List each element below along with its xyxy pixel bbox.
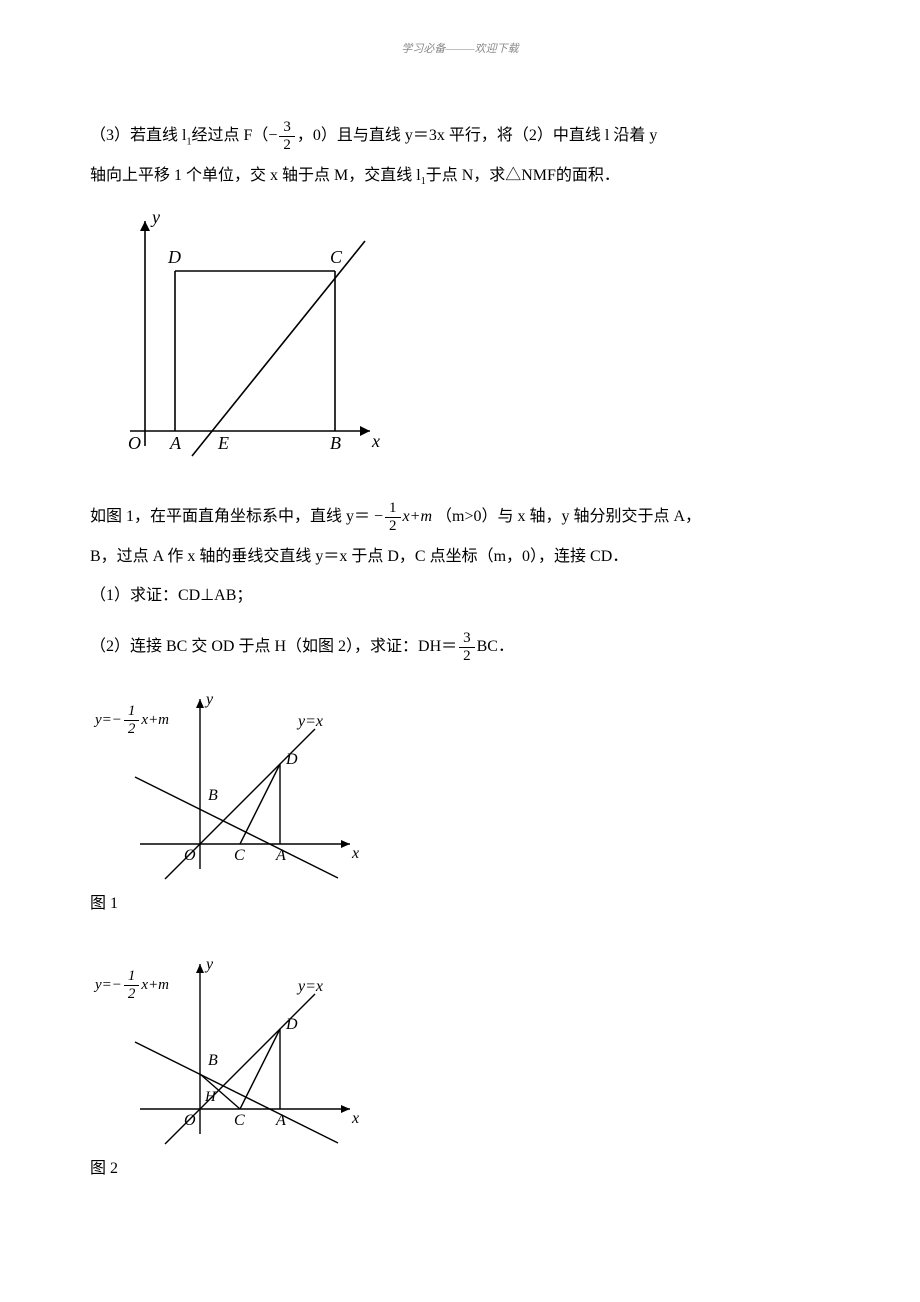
- problem1-text: （3）若直线 l1经过点 F（−32，0）且与直线 y＝3x 平行，将（2）中直…: [90, 120, 830, 153]
- frac2-num: 1: [385, 501, 401, 518]
- fig2-eq-suf: x+m: [141, 712, 169, 728]
- figure1-svg: y x O A E B D C: [90, 201, 390, 471]
- frac3-num: 3: [459, 631, 475, 648]
- fig2-x: x: [351, 845, 359, 862]
- fig1-A: A: [169, 433, 182, 453]
- fig2-eq-frac: 12: [124, 704, 140, 737]
- p1-mid: 经过点 F（−: [191, 127, 277, 144]
- p2-begin: 轴向上平移 1 个单位，交 x 轴于点 M，交直线 l: [90, 167, 421, 184]
- frac3-den: 2: [459, 648, 475, 664]
- page-header: 学习必备———欢迎下载: [90, 40, 830, 60]
- figure1: y x O A E B D C: [90, 201, 830, 471]
- problem2-p2: B，过点 A 作 x 轴的垂线交直线 y＝x 于点 D，C 点坐标（m，0），连…: [90, 542, 830, 572]
- p2-frac-suffix: x+m: [403, 508, 432, 525]
- fig2-C: C: [234, 847, 245, 864]
- fig1-C: C: [330, 247, 343, 267]
- fraction2: 12: [385, 501, 401, 534]
- fig3-eq-suf: x+m: [141, 977, 169, 993]
- figure3-caption: 图 2: [90, 1155, 830, 1184]
- fig2-eq-pre: y=−: [95, 712, 122, 728]
- figure3: y x O C A B D H y=x y=−12x+m 图 2: [90, 949, 830, 1184]
- frac1-num: 3: [279, 120, 295, 137]
- frac2-den: 2: [385, 518, 401, 534]
- fig1-O: O: [128, 433, 141, 453]
- problem2-p1: 如图 1，在平面直角坐标系中，直线 y＝ −12x+m （m>0）与 x 轴，y…: [90, 501, 830, 534]
- fig3-eq-frac: 12: [124, 969, 140, 1002]
- fraction1: 32: [279, 120, 295, 153]
- fig2-eq-den: 2: [124, 721, 140, 737]
- figure2: y x O C A B D y=x y=−12x+m 图 1: [90, 684, 830, 919]
- p2-1-prefix: 如图 1，在平面直角坐标系中，直线 y＝: [90, 508, 370, 525]
- fig2-A: A: [275, 847, 286, 864]
- frac1-den: 2: [279, 137, 295, 153]
- fig1-E: E: [217, 433, 229, 453]
- fig3-eq-num: 1: [124, 969, 140, 986]
- figure2-caption: 图 1: [90, 890, 830, 919]
- fig2-eq-num: 1: [124, 704, 140, 721]
- p2-4-prefix: （2）连接 BC 交 OD 于点 H（如图 2），求证：DH＝: [90, 638, 457, 655]
- fig3-A: A: [275, 1112, 286, 1129]
- fig1-y: y: [150, 207, 160, 227]
- problem1-line2: 轴向上平移 1 个单位，交 x 轴于点 M，交直线 l1于点 N，求△NMF的面…: [90, 161, 830, 191]
- fig3-B: B: [208, 1052, 218, 1069]
- fig3-C: C: [234, 1112, 245, 1129]
- problem2-p4: （2）连接 BC 交 OD 于点 H（如图 2），求证：DH＝32BC．: [90, 631, 830, 664]
- fig2-B: B: [208, 787, 218, 804]
- fraction3: 32: [459, 631, 475, 664]
- fig1-D: D: [167, 247, 181, 267]
- fig3-H: H: [204, 1089, 217, 1105]
- p1-prefix: （3）若直线 l: [90, 127, 186, 144]
- fig3-y: y: [204, 956, 214, 973]
- p2-frac-prefix: −: [374, 508, 383, 525]
- fig3-yx-label: y=x: [296, 978, 323, 995]
- fig3-eq-den: 2: [124, 986, 140, 1002]
- p2-1-mid: （m>0）与 x 轴，y 轴分别交于点 A，: [436, 508, 701, 525]
- fig2-O: O: [184, 847, 196, 864]
- fig2-yx-label: y=x: [296, 713, 323, 730]
- fig1-x: x: [371, 431, 380, 451]
- fig2-y: y: [204, 691, 214, 708]
- p1-end: ，0）且与直线 y＝3x 平行，将（2）中直线 l 沿着 y: [297, 127, 657, 144]
- fig3-D: D: [285, 1016, 298, 1033]
- p2-end: 于点 N，求△NMF的面积．: [426, 167, 620, 184]
- fig2-D: D: [285, 751, 298, 768]
- fig3-x: x: [351, 1110, 359, 1127]
- p2-4-end: BC．: [477, 638, 514, 655]
- fig3-O: O: [184, 1112, 196, 1129]
- fig1-B: B: [330, 433, 341, 453]
- fig3-eq-pre: y=−: [95, 977, 122, 993]
- problem2-p3: （1）求证：CD⊥AB；: [90, 581, 830, 611]
